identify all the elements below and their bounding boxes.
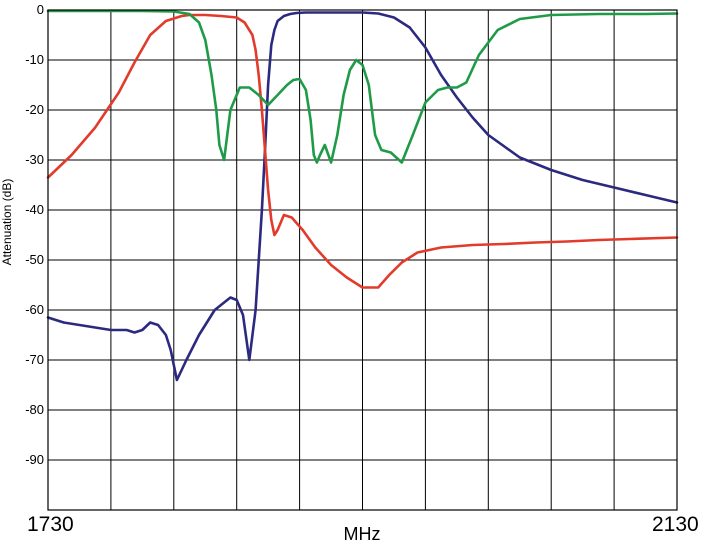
series-line-blue — [46, 11, 679, 382]
chart-grid — [48, 10, 677, 510]
series-line-green — [46, 9, 679, 164]
y-tick-label: -10 — [25, 52, 44, 67]
y-tick-label: -60 — [25, 302, 44, 317]
y-tick-label: -30 — [25, 152, 44, 167]
y-tick-labels: 0 -10 -20 -30 -40 -50 -60 -70 -80 -90 — [25, 2, 44, 467]
x-axis-label: MHz — [344, 524, 381, 543]
chart-series — [46, 9, 679, 382]
y-tick-label: -20 — [25, 102, 44, 117]
y-tick-label: -90 — [25, 452, 44, 467]
y-tick-label: -40 — [25, 202, 44, 217]
y-tick-label: 0 — [37, 2, 44, 17]
y-tick-label: -80 — [25, 402, 44, 417]
plot-frame — [47, 9, 678, 511]
y-tick-label: -50 — [25, 252, 44, 267]
y-tick-label: -70 — [25, 352, 44, 367]
x-tick-label-max: 2130 — [652, 513, 699, 536]
series-line-red — [46, 13, 679, 289]
x-tick-label-min: 1730 — [27, 513, 74, 536]
y-axis-label: Attenuation (dB) — [0, 179, 14, 266]
